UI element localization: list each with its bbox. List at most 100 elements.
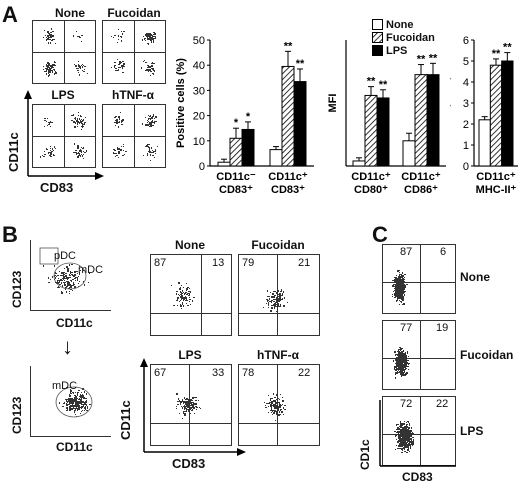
scatter-dot bbox=[409, 431, 411, 433]
scatter-dot bbox=[82, 64, 85, 67]
scatter-dot bbox=[179, 287, 181, 289]
scatter-dot bbox=[149, 124, 152, 127]
scatter-dot bbox=[398, 360, 401, 363]
bar-fucoidan bbox=[489, 64, 503, 167]
scatter-dot bbox=[281, 294, 283, 296]
scatter-dot bbox=[142, 60, 144, 63]
scatter-dot bbox=[275, 394, 278, 396]
scatter-dot bbox=[73, 405, 76, 407]
scatter-dot bbox=[401, 370, 403, 372]
scatter-dot bbox=[267, 411, 270, 413]
scatter-dot bbox=[46, 35, 48, 38]
scatter-dot bbox=[271, 397, 273, 400]
scatter-dot bbox=[187, 304, 189, 306]
scatter-dot bbox=[190, 303, 192, 305]
scatter-dot bbox=[52, 34, 54, 37]
scatter-dot bbox=[52, 38, 54, 40]
scatter-dot bbox=[70, 407, 72, 410]
scatter-dot bbox=[152, 39, 155, 42]
scatter-dot bbox=[153, 40, 155, 42]
scatter-dot bbox=[46, 68, 48, 70]
scatter-dot bbox=[83, 270, 85, 272]
scatter-dot bbox=[69, 284, 71, 286]
scatter-dot bbox=[180, 401, 182, 403]
scatter-dot bbox=[399, 276, 402, 278]
scatter-dot bbox=[60, 279, 62, 281]
scatter-dot bbox=[278, 293, 280, 296]
scatter-dot bbox=[150, 41, 153, 43]
bar-lps bbox=[501, 60, 514, 167]
scatter-dot bbox=[401, 442, 404, 444]
gating-arrow: ↓ bbox=[62, 334, 73, 359]
scatter-dot bbox=[278, 408, 280, 410]
scatter-dot bbox=[274, 295, 276, 297]
scatter-dot bbox=[148, 115, 150, 117]
scatter-dot bbox=[397, 282, 399, 285]
scatter-dot bbox=[117, 151, 119, 154]
scatter-dot bbox=[396, 295, 398, 297]
panel-a-y-axis-label: CD11c bbox=[6, 132, 21, 172]
scatter-dot bbox=[76, 125, 79, 128]
scatter-dot bbox=[398, 370, 400, 372]
scatter-dot bbox=[80, 410, 82, 412]
scatter-dot bbox=[151, 120, 154, 122]
scatter-dot bbox=[392, 285, 394, 287]
scatter-dot bbox=[279, 411, 281, 413]
scatter-dot bbox=[61, 285, 64, 287]
scatter-dot bbox=[53, 64, 55, 66]
scatter-dot bbox=[179, 295, 181, 297]
scatter-dot bbox=[64, 398, 66, 400]
scatter-dot bbox=[279, 294, 281, 296]
legend-swatch-none bbox=[372, 19, 383, 30]
scatter-dot bbox=[73, 151, 76, 154]
group-label: CD11c⁺ bbox=[351, 171, 391, 183]
scatter-dot bbox=[397, 372, 399, 375]
scatter-dot bbox=[398, 278, 401, 280]
panel-a-x-axis-label: CD83 bbox=[40, 180, 74, 195]
scatter-dot bbox=[122, 145, 125, 147]
scatter-dot bbox=[402, 371, 405, 374]
scatter-dot bbox=[404, 367, 407, 370]
scatter-dot bbox=[402, 283, 404, 285]
scatter-dot bbox=[404, 369, 406, 372]
scatter-dot bbox=[120, 36, 123, 38]
scatter-dot bbox=[74, 277, 77, 280]
scatter-dot bbox=[270, 407, 273, 409]
scatter-dot bbox=[398, 348, 401, 351]
scatter-dot bbox=[49, 70, 51, 72]
scatter-dot bbox=[400, 300, 402, 302]
scatter-dot bbox=[79, 156, 81, 158]
scatter-dot bbox=[401, 287, 403, 289]
scatter-dot bbox=[47, 72, 50, 75]
scatter-dot bbox=[45, 70, 47, 73]
scatter-dot bbox=[401, 355, 403, 357]
scatter-dot bbox=[273, 412, 275, 414]
scatter-dot bbox=[187, 408, 189, 411]
scatter-dot bbox=[52, 66, 54, 69]
scatter-dot bbox=[185, 402, 187, 404]
scatter-dot bbox=[86, 410, 88, 412]
scatter-dot bbox=[77, 275, 79, 277]
scatter-dot bbox=[116, 149, 118, 151]
scatter-dot bbox=[399, 369, 401, 371]
scatter-dot bbox=[78, 397, 80, 399]
scatter-dot bbox=[193, 296, 195, 299]
scatter-dot bbox=[85, 393, 88, 395]
scatter-dot bbox=[396, 350, 399, 353]
scatter-dot bbox=[403, 427, 405, 429]
scatter-dot bbox=[44, 67, 46, 69]
scatter-dot bbox=[51, 69, 53, 72]
scatter-dot bbox=[122, 154, 124, 156]
scatter-dot bbox=[60, 290, 63, 292]
y-tick-label: 50 bbox=[193, 35, 205, 47]
scatter-dot bbox=[52, 71, 54, 74]
scatter-dot bbox=[401, 295, 404, 297]
scatter-dot bbox=[52, 122, 54, 124]
scatter-dot bbox=[120, 40, 122, 42]
scatter-dot bbox=[404, 442, 406, 445]
scatter-dot bbox=[396, 289, 398, 291]
scatter-dot bbox=[405, 352, 407, 354]
scatter-dot bbox=[84, 405, 87, 408]
scatter-dot bbox=[72, 392, 74, 394]
scatter-dot bbox=[398, 431, 401, 434]
